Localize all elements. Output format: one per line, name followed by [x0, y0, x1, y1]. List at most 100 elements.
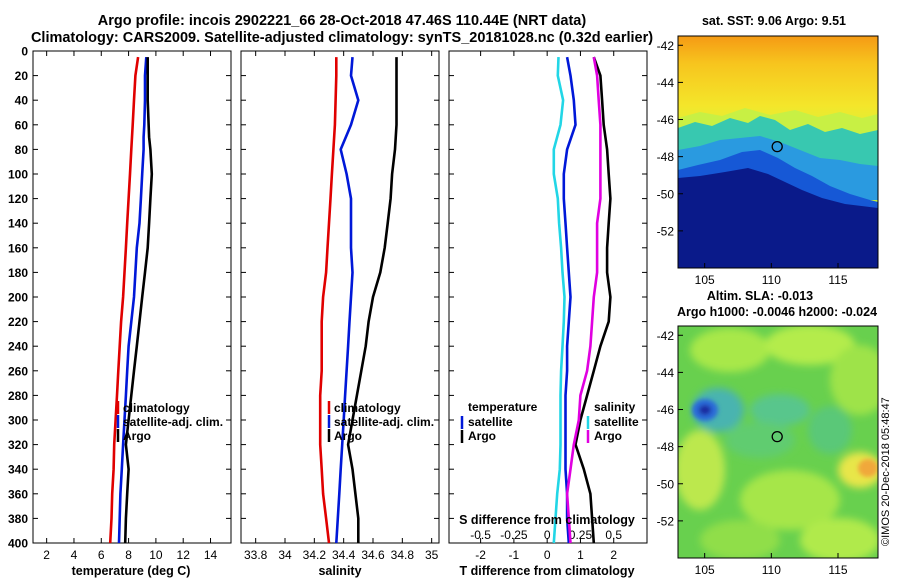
sst-map-axes: 105 110 115 -42 -44 -46 -48 -50 -52	[657, 39, 848, 287]
sla-map-title: Altim. SLA: -0.013	[707, 289, 813, 303]
x-tick-label: 34	[278, 548, 292, 562]
x-tick-label: 34.2	[303, 548, 327, 562]
legend-s-satellite-label: satellite	[594, 415, 639, 429]
depth-tick-label: 80	[15, 143, 29, 157]
legend-satellite-adj-label: satellite-adj. clim.	[123, 415, 223, 429]
temperature-plot: 2 4 6 8 10 12 14	[33, 50, 231, 562]
map-y-tick-label: -42	[657, 329, 675, 343]
x-tick-label: -1	[509, 548, 520, 562]
depth-tick-label: 120	[8, 192, 28, 206]
s-tick-label: -0.5	[470, 528, 491, 542]
sla-map-image	[678, 326, 878, 558]
difference-legend-salinity: salinity satellite Argo	[586, 400, 639, 443]
temperature-legend: climatology satellite-adj. clim. Argo	[116, 401, 223, 443]
salinity-plot: 33.8 34 34.2 34.4 34.6 34.8 35	[241, 50, 439, 562]
difference-plot-frame	[448, 50, 648, 544]
series-line-satellite-adj-clim-	[335, 56, 360, 544]
x-tick-label: 8	[125, 548, 132, 562]
x-tick-label: -2	[475, 548, 486, 562]
legend-t-satellite-label: satellite	[468, 415, 513, 429]
map-y-tick-label: -52	[657, 514, 675, 528]
x-tick-label: 10	[149, 548, 163, 562]
x-tick-label: 2	[610, 548, 617, 562]
depth-tick-label: 360	[8, 487, 28, 501]
map-x-tick-label: 110	[762, 563, 781, 577]
map-x-tick-label: 105	[695, 273, 715, 287]
series-line-s-satellite	[552, 57, 566, 544]
x-tick-label: 2	[43, 548, 50, 562]
map-y-tick-label: -48	[657, 440, 675, 454]
depth-tick-label: 200	[8, 291, 28, 305]
sla-argo-position-marker	[771, 430, 783, 443]
series-line-climatology	[108, 56, 140, 544]
legend-satellite-adj-label: satellite-adj. clim.	[334, 415, 434, 429]
map-x-tick-label: 115	[828, 273, 847, 287]
sla-map-axes: 105 110 115 -42 -44 -46 -48 -50 -52	[657, 329, 848, 577]
x-tick-label: 0	[544, 548, 551, 562]
series-line-t-satellite	[562, 56, 577, 544]
series-line-argo	[346, 57, 398, 543]
map-y-tick-label: -46	[657, 403, 675, 417]
legend-salinity-title: salinity	[594, 400, 636, 414]
depth-tick-label: 180	[8, 266, 28, 280]
map-y-tick-label: -42	[657, 39, 675, 53]
sla-map-subtitle: Argo h1000: -0.0046 h2000: -0.024	[677, 305, 877, 319]
legend-temperature-title: temperature	[468, 400, 538, 414]
legend-argo-label: Argo	[334, 429, 362, 443]
depth-tick-label: 280	[8, 389, 28, 403]
map-y-tick-label: -50	[657, 477, 675, 491]
series-line-t-argo	[574, 56, 612, 544]
difference-legend-temperature: temperature satellite Argo	[460, 400, 538, 443]
map-y-tick-label: -44	[657, 366, 675, 380]
map-x-tick-label: 115	[828, 563, 847, 577]
depth-tick-label: 320	[8, 438, 28, 452]
difference-plot: -2 -1 0 1 2 -0.5 -0.25 0 0.25 0.5	[449, 50, 647, 562]
depth-axis: 0 20 40 60 80 100 120 140 160 180 200 220 240 260 280 3…	[8, 45, 28, 551]
x-tick-label: 34.4	[332, 548, 356, 562]
series-line-satellite-adj-clim-	[117, 57, 148, 544]
map-y-tick-label: -46	[657, 113, 675, 127]
sst-argo-position-marker	[771, 140, 783, 153]
imos-credit: ©IMOS 20-Dec-2018 05:48:47	[880, 397, 892, 546]
legend-climatology-label: climatology	[123, 401, 190, 415]
depth-tick-label: 20	[15, 69, 29, 83]
x-tick-label: 34.6	[361, 548, 385, 562]
salinity-legend: climatology satellite-adj. clim. Argo	[327, 401, 434, 443]
depth-tick-label: 240	[8, 340, 28, 354]
series-line-climatology	[318, 57, 338, 544]
depth-tick-label: 0	[21, 45, 28, 59]
map-x-tick-label: 105	[695, 563, 715, 577]
map-x-tick-label: 110	[762, 273, 781, 287]
map-y-tick-label: -48	[657, 150, 675, 164]
depth-tick-label: 400	[8, 537, 28, 551]
figure-title-line2: Climatology: CARS2009. Satellite-adjuste…	[31, 30, 653, 46]
s-difference-axis-label: S difference from climatology	[459, 513, 635, 527]
x-tick-label: 14	[204, 548, 218, 562]
x-tick-label: 33.8	[244, 548, 268, 562]
x-tick-label: 4	[71, 548, 78, 562]
sst-map-title: sat. SST: 9.06 Argo: 9.51	[702, 14, 846, 28]
x-tick-label: 35	[425, 548, 439, 562]
depth-tick-label: 100	[8, 168, 28, 182]
t-difference-axis-label: T difference from climatology	[459, 564, 634, 578]
s-tick-label: 0	[544, 528, 551, 542]
series-line-s-argo	[565, 56, 602, 544]
x-tick-label: 34.8	[391, 548, 415, 562]
sla-map-frame	[677, 325, 879, 559]
s-tick-label: 0.5	[605, 528, 622, 542]
depth-tick-label: 60	[15, 118, 29, 132]
legend-climatology-label: climatology	[334, 401, 401, 415]
depth-tick-label: 300	[8, 414, 28, 428]
s-tick-label: 0.25	[569, 528, 593, 542]
figure-title-line1: Argo profile: incois 2902221_66 28-Oct-2…	[98, 13, 587, 29]
depth-tick-label: 140	[8, 217, 28, 231]
map-y-tick-label: -52	[657, 224, 675, 238]
legend-s-argo-label: Argo	[594, 429, 622, 443]
depth-tick-label: 340	[8, 463, 28, 477]
legend-argo-label: Argo	[123, 429, 151, 443]
sst-map-frame	[677, 35, 879, 269]
temperature-axis-label: temperature (deg C)	[72, 564, 191, 578]
depth-tick-label: 40	[15, 94, 29, 108]
depth-tick-label: 260	[8, 364, 28, 378]
